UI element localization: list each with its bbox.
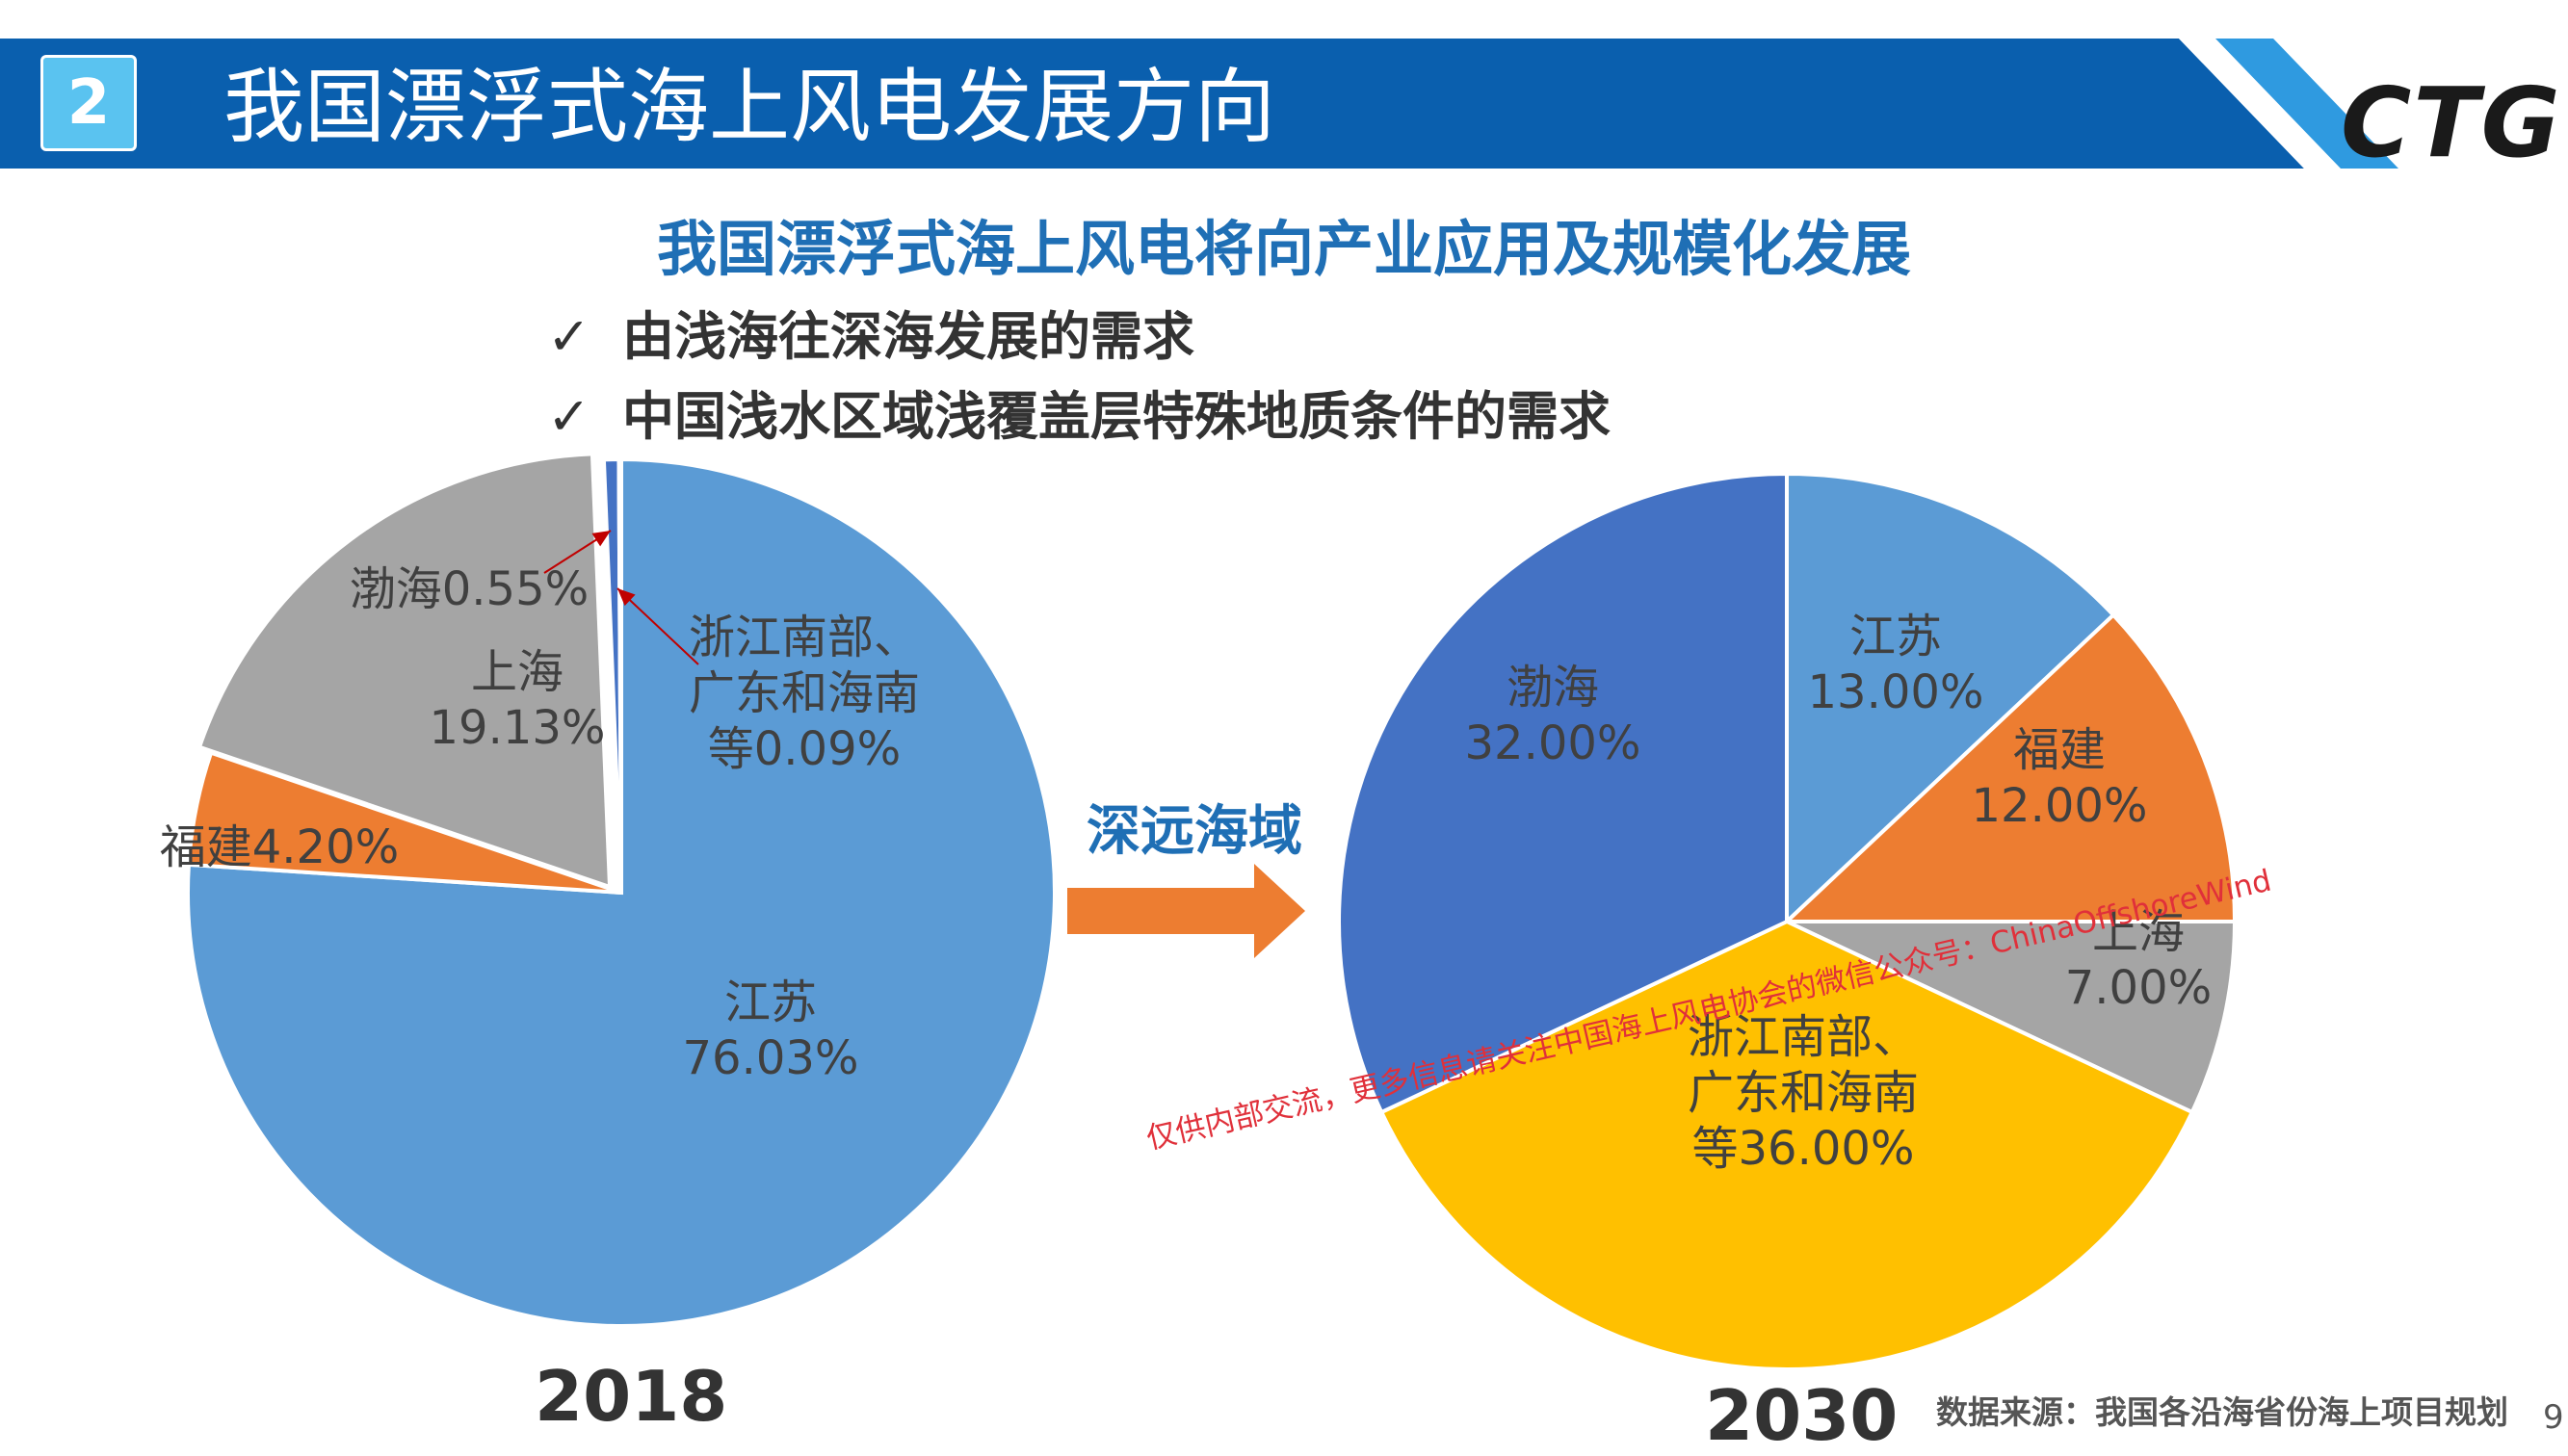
data-label-shanghai-2018: 上海 19.13% [429, 645, 605, 755]
data-label-zhejiang-guangdong-hainan-2030: 浙江南部、广东和海南等36.00% [1688, 1010, 1919, 1176]
bullet-text: 由浅海往深海发展的需求 [622, 306, 1194, 367]
leader-arrowhead [617, 588, 636, 607]
pie-chart-2018: 江苏 76.03% 福建4.20% 上海 19.13% 渤海0.55% 浙江南部、广东和海南… [160, 452, 1057, 1328]
data-label-zhejiang-guangdong-hainan-2018: 浙江南部、广东和海南等0.09% [689, 611, 920, 776]
slide-subtitle: 我国漂浮式海上风电将向产业应用及规模化发展 [656, 214, 1911, 284]
data-label-bohai-2030: 渤海 32.00% [1464, 661, 1640, 770]
data-label-bohai-2018: 渤海0.55% [350, 562, 590, 616]
check-icon: ✓ [547, 386, 591, 447]
data-label-jiangsu-2018: 江苏 76.03% [682, 975, 858, 1085]
bullet-text: 中国浅水区域浅覆盖层特殊地质条件的需求 [622, 386, 1611, 447]
data-source-note: 数据来源：我国各沿海省份海上项目规划 [1936, 1393, 2508, 1431]
page-number: 9 [2543, 1398, 2564, 1437]
page-title: 我国漂浮式海上风电发展方向 [223, 60, 1276, 154]
header-bar [0, 39, 2398, 169]
arrow-label: 深远海域 [1087, 800, 1302, 863]
data-label-fujian-2030: 福建 12.00% [1971, 723, 2147, 833]
bullet-item: ✓ 中国浅水区域浅覆盖层特殊地质条件的需求 [547, 374, 1611, 450]
pie-slice-zhejiang-guangdong-hainan-2018 [616, 456, 623, 894]
pie-slice-bohai-2030 [1337, 471, 1789, 1115]
pie-chart-2030: 江苏 13.00%福建 12.00% 上海 7.00% 浙江南部、广东和海南等36.00%… [1337, 471, 2238, 1371]
data-label-shanghai-2030: 上海 7.00% [2065, 905, 2212, 1015]
data-label-fujian-2018: 福建4.20% [160, 820, 400, 874]
pie-title-2018: 2018 [535, 1356, 728, 1437]
pie-title-2030: 2030 [1705, 1375, 1899, 1456]
ctg-logo: CTG [2341, 66, 2562, 179]
data-label-jiangsu-2030: 江苏 13.00% [1807, 610, 1983, 719]
leader-arrowhead [591, 531, 611, 547]
bullet-item: ✓ 由浅海往深海发展的需求 [547, 294, 1194, 370]
pie-slice-jiangsu-2030 [1785, 471, 2116, 926]
leader-line [616, 587, 699, 665]
pie-slice-zhejiang-guangdong-hainan-2030 [1378, 919, 2195, 1371]
pie-slice-fujian-2030 [1781, 611, 2238, 923]
pie-slice-shanghai-2018 [197, 452, 613, 890]
check-icon: ✓ [547, 306, 591, 367]
transition-arrow [1067, 864, 1305, 958]
pie-slice-shanghai-2030 [1786, 920, 2238, 1115]
section-number-badge: 2 [40, 55, 137, 151]
